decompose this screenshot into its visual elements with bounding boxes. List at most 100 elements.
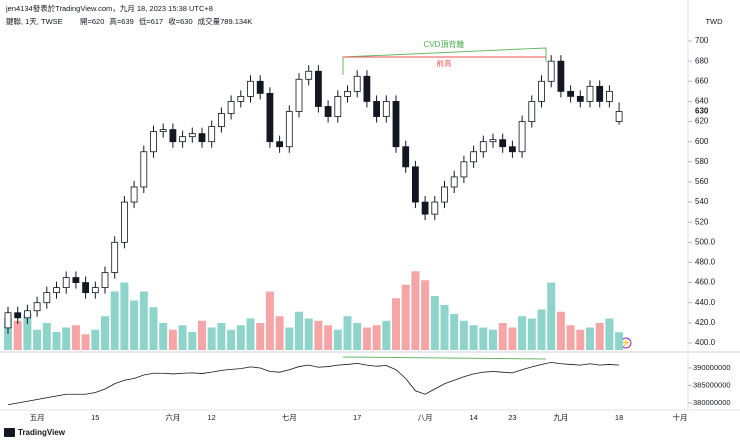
y-tick-label: 680: [695, 56, 709, 65]
candle-body: [53, 287, 60, 294]
volume-bar: [459, 320, 468, 350]
y-tick-label: 460.0: [695, 278, 716, 287]
currency: TWD: [705, 17, 723, 26]
symbol: 鍵聯, 1天, TWSE: [6, 16, 63, 26]
volume-bar: [343, 316, 352, 350]
candle-body: [596, 85, 604, 102]
volume-bar: [392, 298, 400, 350]
last-price-label: 630: [695, 107, 709, 116]
annotation: CVD頂背離: [424, 39, 465, 49]
ohlc-label: 開=620: [80, 17, 104, 26]
candle-body: [314, 70, 322, 107]
volume-bar: [498, 323, 507, 350]
candle-body: [547, 60, 555, 82]
y-tick-label: 520: [695, 217, 709, 226]
volume-bar: [353, 323, 362, 350]
volume-bar: [52, 332, 61, 350]
candle-body: [150, 131, 157, 153]
candle-body: [198, 133, 206, 143]
indicator-y-tick-label: 390000000: [693, 363, 731, 372]
candle-body: [489, 139, 497, 143]
candle-body: [421, 201, 429, 215]
volume-bar: [586, 327, 594, 350]
candle-body: [615, 111, 623, 122]
candle-body: [130, 186, 138, 203]
volume-bar: [595, 323, 604, 350]
indicator-y-tick-label: 385000000: [693, 380, 731, 389]
x-tick-label: 八月: [418, 413, 433, 422]
x-tick-label: 18: [615, 413, 623, 422]
volume-bar: [178, 325, 187, 350]
volume-bar: [285, 327, 294, 350]
volume-bar: [227, 329, 236, 350]
candle-body: [101, 272, 109, 289]
candle-body: [576, 96, 584, 102]
volume-bar: [479, 327, 488, 350]
ohlc-label: 收=630: [168, 16, 192, 26]
volume-bar: [556, 311, 565, 350]
volume-bar: [110, 291, 119, 350]
volume-bar: [236, 325, 245, 350]
volume-bar: [139, 291, 148, 350]
candle-body: [479, 141, 487, 153]
indicator-divergence-line: [342, 356, 547, 360]
candle-body: [499, 139, 507, 148]
volume-bar: [304, 318, 313, 350]
y-tick-label: 400.0: [695, 338, 716, 347]
volume-bar: [81, 334, 90, 350]
candle-body: [62, 277, 70, 289]
candle-body: [179, 136, 187, 143]
candle-body: [82, 282, 89, 294]
volume-bar: [469, 325, 478, 350]
volume-bar: [450, 314, 459, 350]
volume-bar: [537, 309, 546, 350]
y-tick-label: 700: [695, 36, 709, 45]
x-tick-label: 六月: [165, 412, 180, 422]
y-tick-label: 540: [695, 197, 709, 206]
volume-bar: [71, 325, 80, 350]
volume-bar: [149, 307, 158, 350]
volume-bar: [13, 320, 22, 350]
indicator-line: [7, 361, 620, 406]
candle-body: [4, 312, 12, 329]
candle-body: [305, 70, 313, 80]
volume-bar: [518, 316, 527, 350]
volume-bar: [605, 318, 614, 350]
candle-body: [256, 80, 264, 94]
volume-bar: [295, 311, 303, 350]
candle-body: [43, 292, 51, 304]
candle-body: [285, 111, 293, 148]
volume-bar: [527, 318, 536, 350]
volume-bar: [207, 327, 216, 350]
y-tick-label: 620: [695, 117, 709, 126]
ohlc-label: 高=639: [109, 16, 133, 26]
candle-body: [411, 166, 419, 203]
candle-body: [538, 80, 545, 102]
x-tick-label: 15: [91, 413, 99, 422]
volume-bar: [421, 280, 430, 350]
candle-body: [72, 277, 80, 283]
candle-body: [276, 141, 284, 148]
candle-body: [518, 121, 526, 153]
x-tick-label: 14: [469, 413, 477, 422]
candle-body: [557, 60, 565, 92]
volume-bar: [508, 327, 517, 350]
volume-bar: [217, 323, 226, 350]
volume-bar: [411, 271, 420, 350]
candle-body: [111, 241, 119, 273]
volume-bar: [33, 329, 42, 350]
ohlc-label: 成交量789.134K: [198, 16, 253, 26]
candle-body: [586, 85, 594, 102]
candle-body: [227, 101, 235, 114]
volume-bar: [324, 325, 333, 350]
candle-body: [441, 186, 448, 203]
y-tick-label: 480.0: [695, 258, 716, 267]
candle-body: [33, 302, 41, 312]
y-tick-label: 500.0: [695, 237, 716, 246]
volume-bar: [256, 323, 265, 350]
x-tick-label: 12: [208, 413, 216, 422]
x-tick-label: 五月: [30, 413, 45, 422]
logo-icon: [4, 428, 15, 437]
volume-bar: [265, 291, 274, 350]
